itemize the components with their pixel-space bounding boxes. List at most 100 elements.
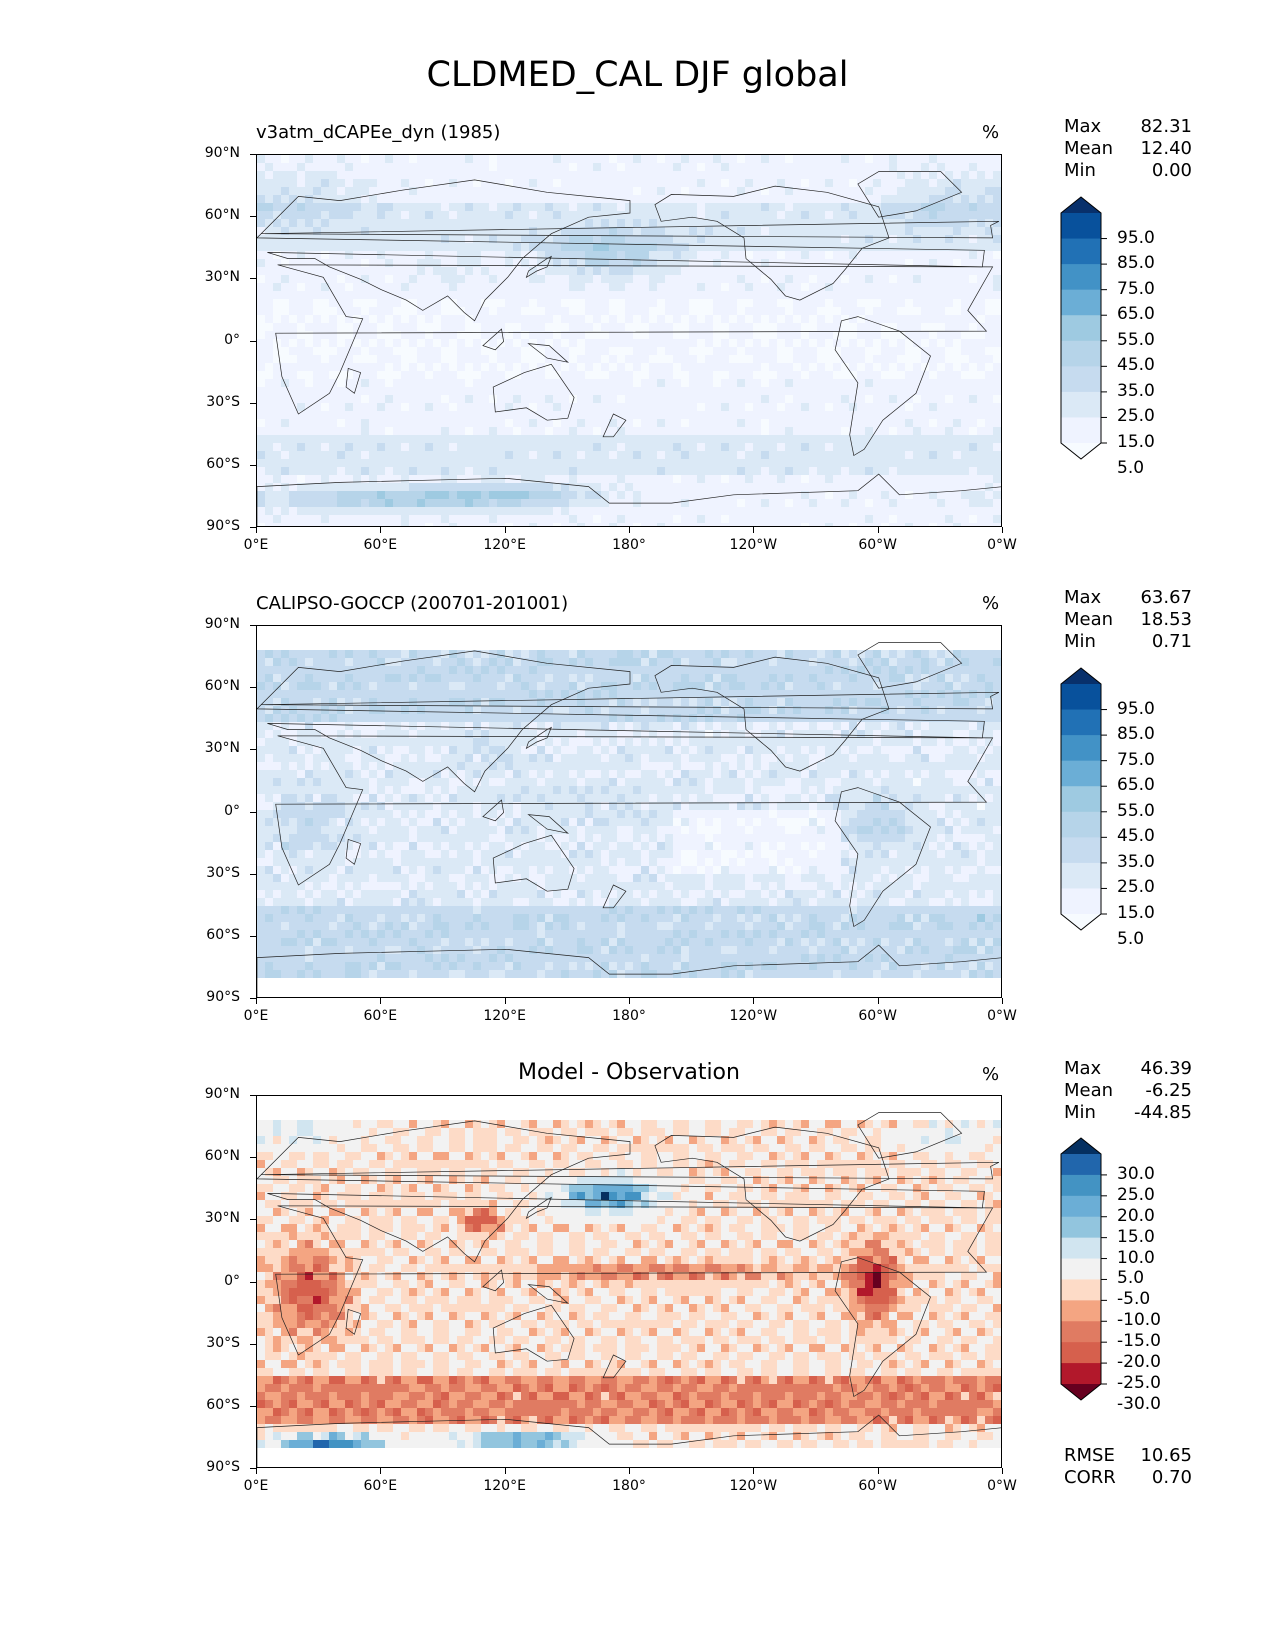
field-cell — [441, 523, 450, 526]
field-cell — [753, 331, 762, 340]
field-cell — [361, 283, 370, 292]
field-cell — [641, 427, 650, 436]
field-cell — [321, 435, 330, 444]
field-cell — [465, 323, 474, 332]
field-cell — [289, 155, 298, 164]
field-cell — [361, 459, 370, 468]
field-cell — [513, 283, 522, 292]
field-cell — [401, 323, 410, 332]
field-cell — [369, 163, 378, 172]
field-cell — [617, 451, 626, 460]
field-cell — [977, 491, 986, 500]
field-cell — [913, 347, 922, 356]
field-cell — [497, 427, 506, 436]
field-cell — [817, 203, 826, 212]
field-cell — [897, 259, 906, 268]
field-cell — [577, 499, 586, 508]
field-cell — [857, 523, 866, 526]
field-cell — [993, 235, 1001, 244]
field-cell — [641, 363, 650, 372]
field-cell — [761, 355, 770, 364]
field-cell — [265, 315, 274, 324]
field-cell — [529, 291, 538, 300]
field-cell — [761, 626, 770, 635]
field-cell — [721, 195, 730, 204]
field-cell — [865, 419, 874, 428]
field-cell — [857, 427, 866, 436]
field-cell — [481, 323, 490, 332]
field-cell — [601, 283, 610, 292]
field-cell — [793, 283, 802, 292]
field-cell — [897, 626, 906, 635]
field-cell — [865, 379, 874, 388]
field-cell — [937, 211, 946, 220]
field-cell — [465, 299, 474, 308]
field-cell — [889, 315, 898, 324]
field-cell — [937, 411, 946, 420]
field-cell — [617, 251, 626, 260]
field-cell — [729, 163, 738, 172]
field-cell — [769, 634, 778, 643]
field-cell — [345, 395, 354, 404]
field-cell — [457, 387, 466, 396]
field-cell — [545, 219, 554, 228]
field-cell — [593, 387, 602, 396]
field-cell — [281, 171, 290, 180]
field-cell — [329, 523, 338, 526]
field-cell — [889, 435, 898, 444]
field-cell — [905, 491, 914, 500]
field-cell — [329, 291, 338, 300]
field-cell — [977, 323, 986, 332]
field-cell — [913, 419, 922, 428]
field-cell — [465, 275, 474, 284]
field-cell — [385, 435, 394, 444]
field-cell — [553, 491, 562, 500]
field-cell — [297, 499, 306, 508]
field-cell — [937, 355, 946, 364]
field-cell — [721, 443, 730, 452]
field-cell — [945, 299, 954, 308]
field-cell — [561, 459, 570, 468]
panel-title: v3atm_dCAPEe_dyn (1985) — [256, 122, 501, 143]
field-cell — [441, 243, 450, 252]
field-cell — [577, 515, 586, 524]
field-cell — [865, 642, 874, 651]
field-cell — [929, 307, 938, 316]
field-cell — [385, 323, 394, 332]
field-cell — [657, 363, 666, 372]
panel-model: v3atm_dCAPEe_dyn (1985) % Max 82.31 Mean 1… — [0, 0, 1275, 527]
field-cell — [745, 642, 754, 651]
field-cell — [737, 195, 746, 204]
field-cell — [809, 459, 818, 468]
field-cell — [713, 419, 722, 428]
field-cell — [281, 267, 290, 276]
field-cell — [329, 451, 338, 460]
field-cell — [289, 443, 298, 452]
field-cell — [457, 267, 466, 276]
field-cell — [993, 227, 1001, 236]
field-cell — [281, 251, 290, 260]
field-cell — [353, 467, 362, 476]
field-cell — [585, 267, 594, 276]
field-cell — [793, 507, 802, 516]
field-cell — [369, 235, 378, 244]
field-cell — [801, 163, 810, 172]
field-cell — [481, 419, 490, 428]
field-cell — [681, 363, 690, 372]
field-cell — [553, 323, 562, 332]
field-cell — [793, 443, 802, 452]
field-cell — [481, 387, 490, 396]
field-cell — [473, 355, 482, 364]
field-cell — [401, 411, 410, 420]
field-cell — [865, 443, 874, 452]
field-cell — [489, 507, 498, 516]
field-cell — [481, 307, 490, 316]
field-cell — [977, 451, 986, 460]
field-cell — [649, 187, 658, 196]
field-cell — [689, 523, 698, 526]
field-cell — [457, 243, 466, 252]
field-cell — [641, 251, 650, 260]
field-cell — [329, 371, 338, 380]
field-cell — [273, 243, 282, 252]
field-cell — [705, 507, 714, 516]
